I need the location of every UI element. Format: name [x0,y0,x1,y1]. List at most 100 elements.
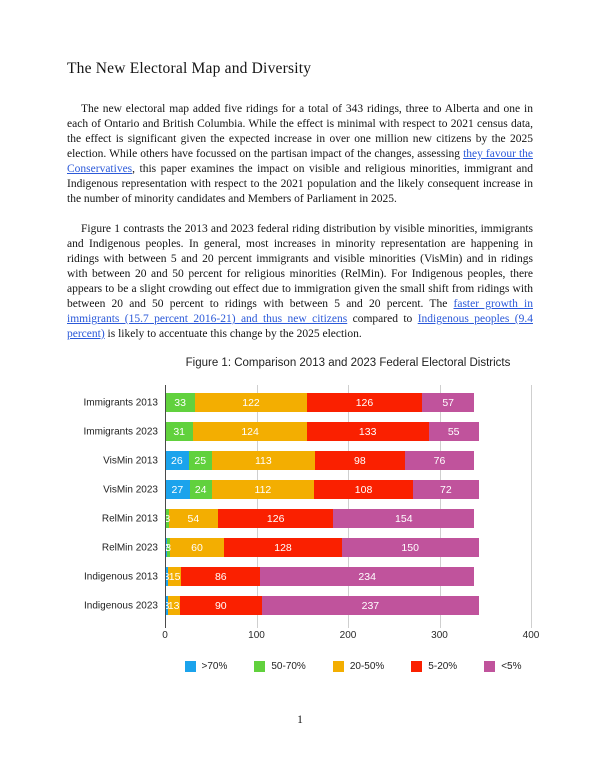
bar-row-label: RelMin 2013 [101,513,158,524]
legend-label: <5% [501,661,522,672]
bar-value-label: 154 [395,512,413,525]
bar-value-label: 72 [440,483,452,496]
bar-segment: 122 [195,393,307,412]
legend-item: 5-20% [411,661,457,672]
bar-segment: 3 [163,596,169,615]
document-content: The New Electoral Map and Diversity The … [67,0,539,672]
figure-1: Figure 1: Comparison 2013 and 2023 Feder… [67,357,539,672]
axis-tick-label: 400 [522,630,540,641]
axis-tick-label: 100 [248,630,265,641]
bar-row: RelMin 20232360128150 [102,538,531,557]
bar-row: Indigenous 2013 3 15 86 234 [84,567,531,586]
gridline [439,385,441,628]
legend-item: 20-50% [332,661,385,672]
bar-segment: 27 [165,480,190,499]
bar-segment: 237 [261,596,479,615]
bar-segment: 150 [341,538,479,557]
bar-segment: 24 [189,480,212,499]
bar-value-label: 128 [274,541,292,554]
bar-row: VisMin 2013 26 25 113 98 76 [103,451,531,470]
axis-tick-label: 300 [431,630,448,641]
bar-value-label: 122 [242,396,260,409]
bar-segment: 112 [211,480,315,499]
y-axis-line [165,385,166,628]
inline-link[interactable]: faster growth in immigrants (15.7 percen… [67,298,533,325]
bar-segment: 15 [167,567,182,586]
paragraph-text: , this paper examines the impact on visi… [67,163,533,205]
bar-segment: 90 [179,596,262,615]
axis-tick-label: 0 [162,630,168,641]
paragraph: The new electoral map added five ridings… [67,102,533,207]
legend-swatch [332,661,344,672]
bar-value-label: 3 [163,570,170,583]
paragraph-text: The new electoral map added five ridings… [67,103,533,160]
bar-segment: 126 [306,393,423,412]
bar-row: Immigrants 2023 31 124 133 55 [84,422,531,441]
bar-value-label: 55 [447,425,460,438]
bar-row: Immigrants 2013 33 122 126 57 [84,393,531,412]
bar-row-label: Immigrants 2023 [83,426,158,437]
bar-value-label: 113 [254,454,272,467]
gridline [256,385,258,628]
bar-segment: 13 [167,596,180,615]
bar-row-label: Immigrants 2013 [83,397,158,408]
body-text: The new electoral map added five ridings… [67,102,533,342]
bar-value-label: 86 [214,570,227,583]
gridline [531,385,532,628]
bar-segment: 108 [314,480,413,499]
bar-value-label: 90 [214,599,227,612]
document-title: The New Electoral Map and Diversity [67,60,312,77]
bar-segment: 3 [163,567,170,586]
bar-value-label: 237 [361,599,380,612]
legend-swatch [484,661,496,672]
bar-segment: 154 [333,509,475,528]
bar-value-label: 60 [191,541,203,554]
bar-row: Indigenous 2023 3 13 90 237 [84,596,531,615]
bar-segment: 25 [188,451,212,470]
bar-value-label: 3 [164,512,171,525]
bar-segment: 60 [169,538,225,557]
bar-value-label: 98 [354,454,366,467]
bar-row: RelMin 20131354126154 [102,509,531,528]
bar-value-label: 126 [266,512,285,525]
paragraph-text: Figure 1 contrasts the 2013 and 2023 fed… [67,223,533,310]
bar-segment: 33 [165,393,196,412]
legend-item: >70% [184,661,227,672]
legend-label: 5-20% [428,661,458,672]
bar-value-label: 24 [194,483,207,496]
legend-label: 20-50% [349,661,385,672]
bar-value-label: 150 [401,541,419,554]
bar-segment: 98 [315,451,405,470]
page-number: 1 [297,714,303,726]
legend-swatch [411,661,423,672]
inline-link[interactable]: they favour the Conservatives [67,148,533,175]
legend-label: 50-70% [271,661,306,672]
bar-value-label: 112 [254,483,272,496]
bar-value-label: 126 [355,396,374,409]
legend-item: <5% [484,661,522,672]
bar-segment: 126 [218,509,334,528]
bar-value-label: 27 [171,483,184,496]
bar-value-label: 57 [442,396,454,409]
bar-segment: 3 [164,509,171,528]
bar-value-label: 31 [173,425,186,438]
bar-row-label: VisMin 2023 [103,484,158,495]
bar-segment: 86 [181,567,261,586]
bar-segment: 128 [224,538,342,557]
bar-value-label: 33 [174,396,186,409]
inline-link[interactable]: Indigenous peoples (9.4 percent) [67,313,533,340]
bar-segment: 3 [165,538,172,557]
paragraph-text: is likely to accentuate this change by t… [104,328,362,340]
bar-segment: 72 [412,480,479,499]
bar-value-label: 3 [165,541,172,554]
bar-row-label: RelMin 2023 [101,542,158,553]
bar-value-label: 15 [168,570,181,583]
paragraph-text: compared to [347,313,418,325]
bar-segment: 76 [404,451,475,470]
bar-value-label: 76 [433,454,446,467]
paragraph: Figure 1 contrasts the 2013 and 2023 fed… [67,222,533,342]
bar-segment: 133 [306,422,429,441]
figure-title: Figure 1: Comparison 2013 and 2023 Feder… [185,357,511,369]
x-axis: 0 100 200 300 400 [162,630,539,645]
